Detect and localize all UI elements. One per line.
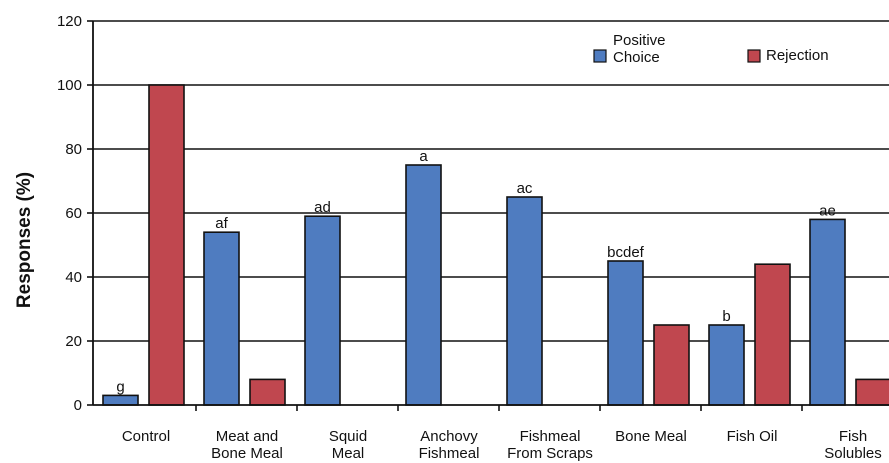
y-tick-label: 80 bbox=[65, 141, 82, 158]
legend: Positive Choice Rejection bbox=[593, 32, 829, 66]
bar-positive-choice bbox=[102, 394, 139, 406]
axes bbox=[87, 20, 889, 411]
significance-label: af bbox=[215, 215, 228, 232]
bar-positive-choice bbox=[203, 231, 240, 406]
significance-label: a bbox=[419, 148, 428, 165]
bar-rejection bbox=[754, 263, 791, 406]
category-label: Control bbox=[122, 428, 170, 445]
significance-label: g bbox=[116, 378, 124, 395]
bar-positive-choice bbox=[708, 324, 745, 406]
category-label: Fish Oil bbox=[727, 428, 778, 445]
category-label: Fish Solubles bbox=[824, 428, 882, 462]
category-label: Fishmeal From Scraps bbox=[507, 428, 593, 462]
y-tick-label: 40 bbox=[65, 269, 82, 286]
bar-positive-choice bbox=[405, 164, 442, 406]
y-tick-label: 60 bbox=[65, 205, 82, 222]
significance-label: b bbox=[722, 308, 730, 325]
y-tick-label: 20 bbox=[65, 333, 82, 350]
category-labels: Control Meat and Bone Meal Squid Meal Anchovy… bbox=[122, 428, 882, 462]
bar-positive-choice bbox=[607, 260, 644, 406]
legend-label: Positive Choice bbox=[613, 32, 666, 66]
bar-rejection bbox=[249, 378, 286, 406]
significance-label: bcdef bbox=[607, 244, 645, 261]
significance-label: ae bbox=[819, 202, 836, 219]
bar-positive-choice bbox=[506, 196, 543, 406]
y-tick-label: 100 bbox=[57, 77, 82, 94]
category-label: Meat and Bone Meal bbox=[211, 428, 283, 462]
significance-label: ad bbox=[314, 199, 331, 216]
category-label: Anchovy Fishmeal bbox=[419, 428, 480, 462]
bars bbox=[102, 84, 889, 406]
legend-swatch bbox=[747, 49, 761, 63]
bar-rejection bbox=[855, 378, 889, 406]
legend-label: Rejection bbox=[766, 47, 829, 64]
y-tick-label: 0 bbox=[74, 397, 82, 414]
tick-labels: 0 20 40 60 80 100 120 bbox=[57, 13, 82, 414]
bar-positive-choice bbox=[809, 218, 846, 406]
y-tick-label: 120 bbox=[57, 13, 82, 30]
legend-swatch bbox=[593, 49, 607, 63]
y-axis-title: Responses (%) bbox=[14, 172, 35, 308]
bar-positive-choice bbox=[304, 215, 341, 406]
bar-rejection bbox=[653, 324, 690, 406]
category-label: Squid Meal bbox=[329, 428, 367, 462]
category-label: Bone Meal bbox=[615, 428, 687, 445]
significance-label: ac bbox=[517, 180, 533, 197]
bar-rejection bbox=[148, 84, 185, 406]
significance-labels: g af ad a ac bcdef b ae bbox=[116, 148, 836, 395]
